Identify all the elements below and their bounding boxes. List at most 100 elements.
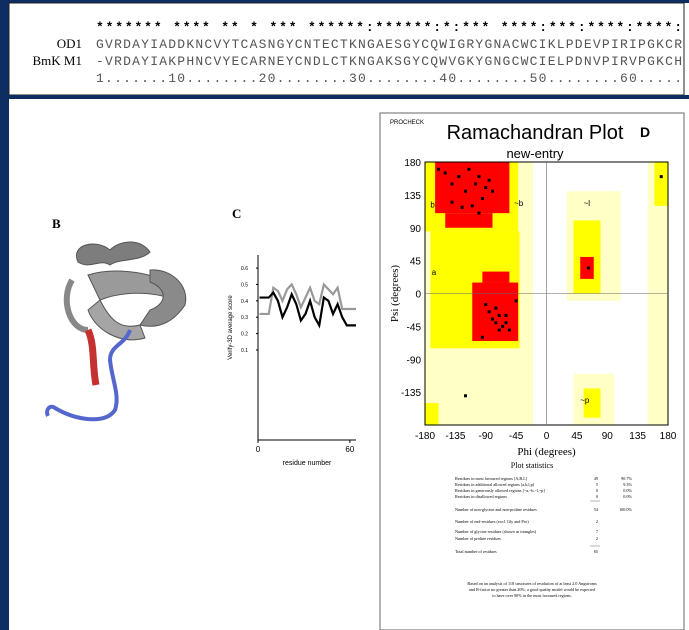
residue-point bbox=[660, 175, 663, 178]
y-tick-label: 0 bbox=[415, 290, 421, 301]
numbering: 1.......10........20........30........40… bbox=[96, 71, 682, 86]
y-tick-label: 90 bbox=[410, 224, 422, 235]
stats-count: 65 bbox=[594, 549, 598, 554]
x-tick-label: 180 bbox=[660, 431, 677, 442]
y-tick-label: 0.6 bbox=[241, 266, 248, 272]
residue-point bbox=[481, 197, 484, 200]
stats-percent: 100.0% bbox=[619, 507, 632, 512]
region-label: ~b bbox=[514, 199, 524, 208]
y-tick-label: 180 bbox=[404, 158, 421, 169]
residue-point bbox=[498, 329, 501, 332]
residue-point bbox=[478, 175, 481, 178]
y-tick-label: -135 bbox=[401, 388, 421, 399]
stats-title: Plot statistics bbox=[511, 461, 553, 470]
core-region bbox=[445, 213, 492, 228]
residue-point bbox=[505, 314, 508, 317]
y-tick-label: 0.3 bbox=[241, 315, 248, 321]
residue-point bbox=[491, 318, 494, 321]
y-tick-label: 0.5 bbox=[241, 282, 248, 288]
stats-label: Number of end-residues (excl. Gly and Pr… bbox=[455, 519, 529, 524]
plot-title: Ramachandran Plot bbox=[447, 122, 624, 144]
x-tick-label: 135 bbox=[629, 431, 646, 442]
residue-point bbox=[457, 175, 460, 178]
sequence-name: OD1 bbox=[57, 36, 82, 51]
residue-point bbox=[508, 329, 511, 332]
stats-count: 49 bbox=[594, 476, 598, 481]
stats-label: Number of non-glycine and non-proline re… bbox=[455, 507, 537, 512]
stats-count: 2 bbox=[596, 536, 598, 541]
stats-label: Number of glycine residues (shown as tri… bbox=[455, 529, 537, 534]
x-tick-label: 45 bbox=[571, 431, 583, 442]
stats-label: Total number of residues bbox=[455, 549, 497, 554]
conservation: ******* **** ** * *** ******:******:*:**… bbox=[96, 20, 682, 35]
y-axis-label: Psi (degrees) bbox=[389, 265, 401, 322]
panel-label: D bbox=[640, 124, 650, 140]
residue-point bbox=[498, 314, 501, 317]
residue-point bbox=[494, 321, 497, 324]
x-tick-label: -90 bbox=[479, 431, 494, 442]
residue-point bbox=[451, 201, 454, 204]
residue-point bbox=[444, 171, 447, 174]
region-label: a bbox=[432, 268, 437, 277]
y-tick-label: -90 bbox=[407, 355, 422, 366]
y-tick-label: 135 bbox=[404, 191, 421, 202]
residue-point bbox=[484, 186, 487, 189]
stats-count: 7 bbox=[596, 529, 598, 534]
x-axis-label: Phi (degrees) bbox=[517, 446, 576, 458]
page: {"panel_a":{"conservation":"******* ****… bbox=[0, 0, 689, 630]
x-tick-label: -180 bbox=[415, 431, 435, 442]
sequence: GVRDAYIADDKNCVYTCASNGYCNTECTKNGAESGYCQWI… bbox=[96, 37, 682, 52]
residue-point bbox=[474, 182, 477, 185]
x-tick-label: -135 bbox=[445, 431, 465, 442]
y-tick-label: 45 bbox=[410, 257, 422, 268]
x-tick-label: 0 bbox=[544, 431, 550, 442]
residue-point bbox=[478, 212, 481, 215]
footnote: Based on an analysis of 118 structures o… bbox=[467, 581, 597, 586]
stats-percent: 0.0% bbox=[623, 488, 632, 493]
stats-label: Residues in disallowed regions bbox=[455, 494, 507, 499]
residue-point bbox=[501, 325, 504, 328]
panel-label: B bbox=[52, 216, 61, 231]
figure: ******* **** ** * *** ******:******:*:**… bbox=[0, 0, 689, 630]
allowed-region bbox=[425, 403, 439, 425]
residue-point bbox=[488, 310, 491, 313]
panel-label: C bbox=[232, 206, 241, 221]
residue-point bbox=[505, 321, 508, 324]
stats-label: Number of proline residues bbox=[455, 536, 501, 541]
region-label: b bbox=[430, 200, 435, 209]
stats-count: 5 bbox=[596, 482, 598, 487]
core-region bbox=[472, 283, 518, 341]
stats-percent: 9.3% bbox=[623, 482, 632, 487]
plot-subtitle: new-entry bbox=[506, 146, 564, 161]
x-axis-label: residue number bbox=[283, 460, 332, 467]
stats-percent: 0.0% bbox=[623, 494, 632, 499]
residue-point bbox=[587, 266, 590, 269]
region-label: ~l bbox=[584, 199, 591, 208]
residue-point bbox=[451, 182, 454, 185]
footnote: to have over 90% in the most favoured re… bbox=[492, 593, 571, 598]
program-name: PROCHECK bbox=[390, 120, 424, 126]
residue-point bbox=[488, 179, 491, 182]
y-tick-label: -45 bbox=[407, 322, 422, 333]
residue-point bbox=[437, 168, 440, 171]
residue-point bbox=[484, 303, 487, 306]
y-tick-label: 0.4 bbox=[241, 299, 248, 305]
allowed-region bbox=[655, 162, 669, 206]
residue-point bbox=[464, 394, 467, 397]
residue-point bbox=[515, 299, 518, 302]
residue-point bbox=[481, 336, 484, 339]
stats-percent: 90.7% bbox=[621, 476, 632, 481]
y-tick-label: 0.1 bbox=[241, 348, 248, 354]
x-tick-label: -45 bbox=[509, 431, 524, 442]
residue-point bbox=[494, 307, 497, 310]
divider bbox=[9, 95, 689, 99]
residue-point bbox=[461, 206, 464, 209]
x-tick-label: 60 bbox=[345, 445, 354, 454]
stats-count: 2 bbox=[596, 519, 598, 524]
stats-count: 0 bbox=[596, 494, 598, 499]
residue-point bbox=[471, 204, 474, 207]
y-tick-label: 0.2 bbox=[241, 332, 248, 338]
sequence-name: BmK M1 bbox=[33, 53, 82, 68]
residue-point bbox=[464, 190, 467, 193]
residue-point bbox=[491, 190, 494, 193]
